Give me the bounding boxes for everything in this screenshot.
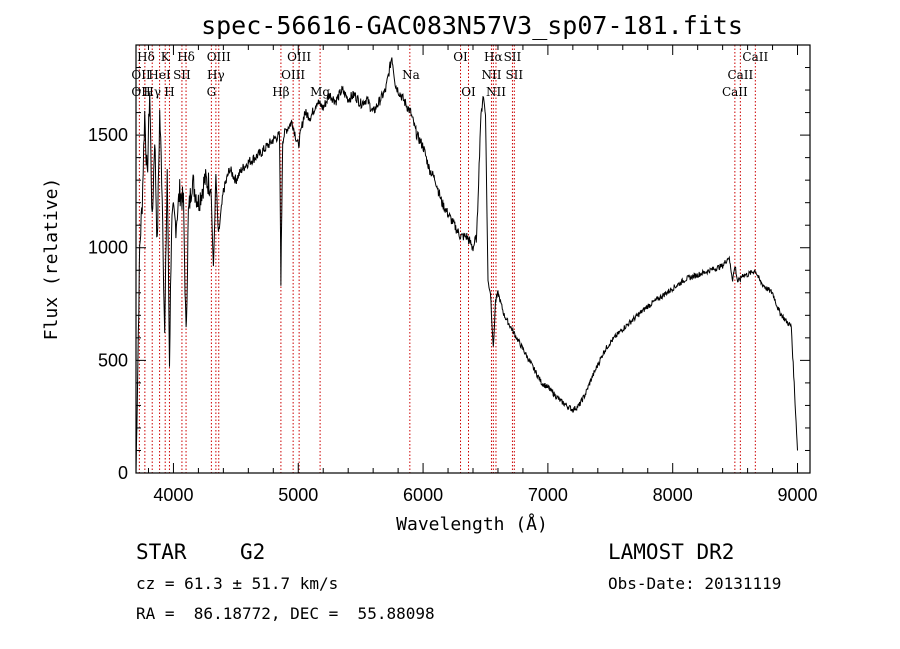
x-tick-label-4: 8000 xyxy=(653,485,693,505)
y-axis-ticks: 0 500 1000 1500 xyxy=(88,67,810,483)
x-tick-label-2: 6000 xyxy=(403,485,443,505)
y-tick-label-1: 500 xyxy=(98,350,128,370)
y-tick-label-2: 1000 xyxy=(88,238,128,258)
x-axis-ticks: 4000 5000 6000 7000 8000 9000 xyxy=(147,45,818,505)
line-label-10: Hγ xyxy=(207,68,225,82)
observation-date: Obs-Date: 20131119 xyxy=(608,574,782,593)
line-label-7: Hγ xyxy=(143,85,161,99)
line-label-26: CaII xyxy=(722,85,748,99)
chart-title: spec-56616-GAC083N57V3_sp07-181.fits xyxy=(201,11,743,40)
line-label-17: OI xyxy=(453,50,468,64)
line-label-25: CaII xyxy=(727,68,753,82)
spectrum-series xyxy=(135,57,798,474)
x-tick-label-3: 7000 xyxy=(528,485,568,505)
line-label-2: HeI xyxy=(148,68,171,82)
line-label-23: NII xyxy=(486,85,506,99)
line-label-3: K xyxy=(161,50,171,64)
line-label-19: Hα xyxy=(484,50,503,64)
line-label-15: Mg xyxy=(310,85,330,99)
line-label-13: OIII xyxy=(287,50,311,64)
survey-name: LAMOST DR2 xyxy=(608,540,735,564)
line-label-24: CaII xyxy=(742,50,768,64)
line-label-21: NII xyxy=(481,68,501,82)
y-axis-label: Flux (relative) xyxy=(41,178,62,341)
line-label-20: SII xyxy=(504,50,522,64)
line-label-5: SII xyxy=(173,68,191,82)
line-label-9: OIII xyxy=(207,50,231,64)
spectrum-line xyxy=(135,57,798,474)
y-tick-label-0: 0 xyxy=(118,463,128,483)
line-label-4: Hδ xyxy=(177,50,195,64)
line-label-11: G xyxy=(207,85,217,99)
object-class: STAR xyxy=(136,540,187,564)
line-label-18: OI xyxy=(461,85,476,99)
line-label-14: OIII xyxy=(281,68,305,82)
line-label-8: H xyxy=(164,85,174,99)
redshift-readout: cz = 61.3 ± 51.7 km/s xyxy=(136,574,339,593)
coordinates-readout: RA = 86.18772, DEC = 55.88098 xyxy=(136,604,435,623)
plot-frame xyxy=(135,44,811,474)
object-subclass: G2 xyxy=(240,540,266,564)
y-tick-label-3: 1500 xyxy=(88,125,128,145)
emission-line-markers xyxy=(138,45,756,473)
line-label-16: Na xyxy=(402,68,420,82)
x-tick-label-0: 4000 xyxy=(153,485,193,505)
x-axis-label: Wavelength (Å) xyxy=(396,513,548,535)
line-label-12: Hβ xyxy=(272,85,289,99)
x-tick-label-5: 9000 xyxy=(777,485,817,505)
line-label-0: Hδ xyxy=(137,50,155,64)
line-label-22: SII xyxy=(505,68,523,82)
x-tick-label-1: 5000 xyxy=(278,485,318,505)
